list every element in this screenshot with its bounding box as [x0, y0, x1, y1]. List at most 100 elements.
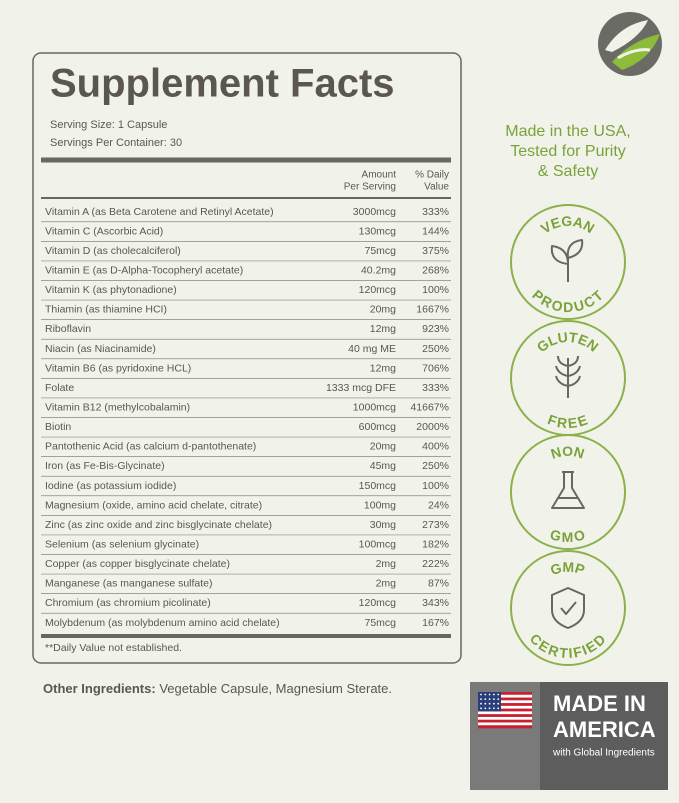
nutrient-name: Iron (as Fe-Bis-Glycinate)	[45, 460, 165, 472]
nutrient-name: Magnesium (oxide, amino acid chelate, ci…	[45, 499, 262, 511]
badge-icon	[555, 355, 581, 398]
flag-stripe	[478, 694, 532, 698]
badge-icon	[550, 239, 584, 282]
amount: 2mg	[376, 558, 397, 570]
nutrient-name: Vitamin B12 (methylcobalamin)	[45, 401, 190, 413]
daily-value: 144%	[422, 225, 449, 237]
amount: 20mg	[370, 304, 396, 316]
amount: 40.2mg	[361, 264, 396, 276]
nutrient-name: Iodine (as potassium iodide)	[45, 480, 176, 492]
amount: 120mcg	[359, 284, 397, 296]
badge: GLUTEN FREE	[510, 320, 626, 436]
flag-canton	[478, 692, 501, 712]
flag-star	[493, 693, 495, 696]
amount: 12mg	[370, 323, 396, 335]
badge-top-text: GMP	[548, 559, 586, 578]
badge-ring	[510, 204, 626, 320]
daily-value: 100%	[422, 480, 449, 492]
column-header: Amount	[362, 170, 397, 181]
nutrient-name: Pantothenic Acid (as calcium d-pantothen…	[45, 441, 256, 453]
amount: 20mg	[370, 441, 396, 453]
flag-stripe	[478, 716, 532, 720]
nutrient-name: Vitamin K (as phytonadione)	[45, 284, 177, 296]
amount: 120mcg	[359, 597, 397, 609]
flag-star	[493, 707, 495, 710]
badge-bottom-text: FREE	[546, 411, 590, 431]
flag-star	[484, 702, 487, 705]
daily-value: 24%	[428, 499, 449, 511]
amount: 40 mg ME	[348, 343, 396, 355]
flag-star	[488, 702, 491, 705]
amount: 75mcg	[364, 245, 396, 257]
badge-top-text: VEGAN	[538, 213, 598, 237]
tagline: & Safety	[538, 163, 598, 180]
badge-top: GMP	[548, 559, 587, 578]
flag-star	[484, 693, 487, 696]
badge-top-text: GLUTEN	[534, 328, 602, 355]
column-header: Value	[424, 182, 449, 193]
flag-star	[488, 707, 491, 710]
nutrient-name: Vitamin D (as cholecalciferol)	[45, 245, 181, 257]
flag-stripe	[478, 711, 532, 715]
tagline: Tested for Purity	[510, 143, 626, 160]
amount: 1333 mcg DFE	[326, 382, 396, 394]
badge-bottom: PRODUCT	[529, 286, 606, 315]
badge-bottom: FREE	[546, 411, 591, 431]
flag-star	[480, 698, 482, 700]
daily-value: 250%	[422, 460, 449, 472]
daily-value: 268%	[422, 264, 449, 276]
amount: 2mg	[376, 578, 397, 590]
nutrient-name: Zinc (as zinc oxide and zinc bisglycinat…	[45, 519, 272, 531]
badge-top: GLUTEN	[534, 328, 603, 355]
made-in-america: MADE IN AMERICA with Global Ingredients	[470, 682, 668, 790]
flag-star	[493, 702, 495, 705]
flag-star	[480, 693, 482, 696]
nutrient-name: Biotin	[45, 421, 71, 433]
nutrient-name: Copper (as copper bisglycinate chelate)	[45, 558, 230, 570]
nutrient-name: Vitamin A (as Beta Carotene and Retinyl …	[45, 206, 274, 218]
amount: 100mcg	[359, 538, 397, 550]
made-in-line: MADE IN	[553, 691, 646, 716]
logo	[598, 12, 662, 76]
amount: 130mcg	[359, 225, 397, 237]
badge-ring	[510, 550, 626, 666]
badge-icon	[551, 587, 585, 629]
flag-star	[493, 698, 495, 700]
column-header: Per Serving	[344, 182, 396, 193]
daily-value: 182%	[422, 538, 449, 550]
badge-icon	[551, 471, 585, 509]
flag-stripe	[478, 722, 532, 726]
flag-stripe	[478, 697, 532, 701]
table-rows: Vitamin A (as Beta Carotene and Retinyl …	[41, 206, 451, 629]
label: Other Ingredients:	[43, 681, 156, 696]
flag-star	[484, 698, 487, 700]
made-in-line: with Global Ingredients	[552, 748, 655, 759]
daily-value: 167%	[422, 617, 449, 629]
daily-value: 333%	[422, 382, 449, 394]
amount: 3000mcg	[353, 206, 396, 218]
badge-top: NON	[549, 443, 588, 462]
daily-value: 1667%	[416, 304, 449, 316]
amount: 600mcg	[359, 421, 397, 433]
amount: 12mg	[370, 362, 396, 374]
other-ingredients: Other Ingredients: Vegetable Capsule, Ma…	[43, 681, 392, 696]
flag-stripe	[478, 708, 532, 712]
flag-star	[497, 698, 500, 700]
badge-ring	[510, 434, 626, 550]
nutrient-name: Manganese (as manganese sulfate)	[45, 578, 213, 590]
nutrient-name: Folate	[45, 382, 74, 394]
daily-value: 343%	[422, 597, 449, 609]
flag-stripe	[478, 692, 532, 696]
flag-star	[497, 707, 500, 710]
facts-panel	[32, 52, 462, 664]
daily-value: 375%	[422, 245, 449, 257]
amount: 30mg	[370, 519, 396, 531]
daily-value: 923%	[422, 323, 449, 335]
daily-value: 100%	[422, 284, 449, 296]
flag-star	[480, 702, 482, 705]
column-header: % Daily	[415, 170, 449, 181]
badge-top-text: NON	[549, 443, 587, 462]
